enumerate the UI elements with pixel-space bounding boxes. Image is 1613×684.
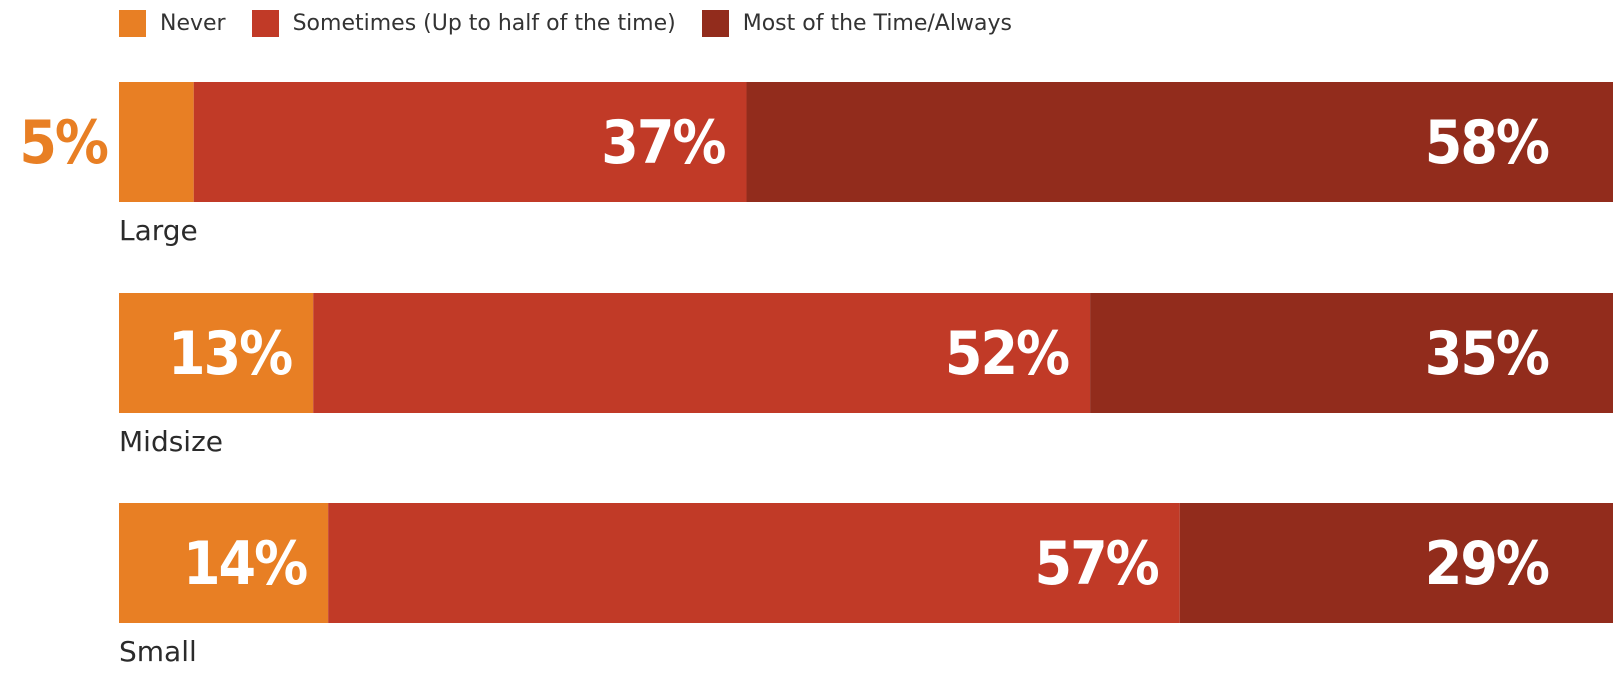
bar-segment — [119, 503, 329, 623]
legend-swatch — [119, 9, 146, 37]
data-label: 57% — [1035, 529, 1159, 599]
data-label: 52% — [945, 319, 1069, 389]
data-label: 35% — [1425, 319, 1549, 389]
legend-swatch — [251, 9, 279, 37]
bar-segment — [313, 293, 1091, 413]
data-label: 5% — [19, 108, 108, 178]
legend-swatch — [701, 9, 729, 37]
data-label: 13% — [168, 319, 292, 389]
legend-label: Never — [160, 10, 226, 36]
bar-segment — [328, 503, 1180, 623]
data-label: 14% — [183, 529, 307, 599]
legend-item: Never — [119, 9, 226, 37]
category-label: Midsize — [119, 425, 223, 458]
bar-segment — [119, 82, 194, 202]
category-label: Large — [119, 214, 198, 247]
legend-item: Sometimes (Up to half of the time) — [251, 9, 676, 37]
category-label: Small — [119, 635, 197, 668]
legend-item: Most of the Time/Always — [701, 9, 1012, 37]
bar-segment — [1179, 503, 1613, 623]
bar-segment — [119, 293, 314, 413]
legend-label: Sometimes (Up to half of the time) — [292, 10, 676, 36]
bar-segment — [193, 82, 747, 202]
data-label: 58% — [1425, 108, 1549, 178]
bar-segment — [1090, 293, 1613, 413]
data-label: 37% — [601, 108, 725, 178]
legend-label: Most of the Time/Always — [742, 10, 1012, 36]
chart-legend: Never Sometimes (Up to half of the time) M… — [119, 6, 1038, 40]
data-label: 29% — [1425, 529, 1549, 599]
bar-segment — [746, 82, 1613, 202]
